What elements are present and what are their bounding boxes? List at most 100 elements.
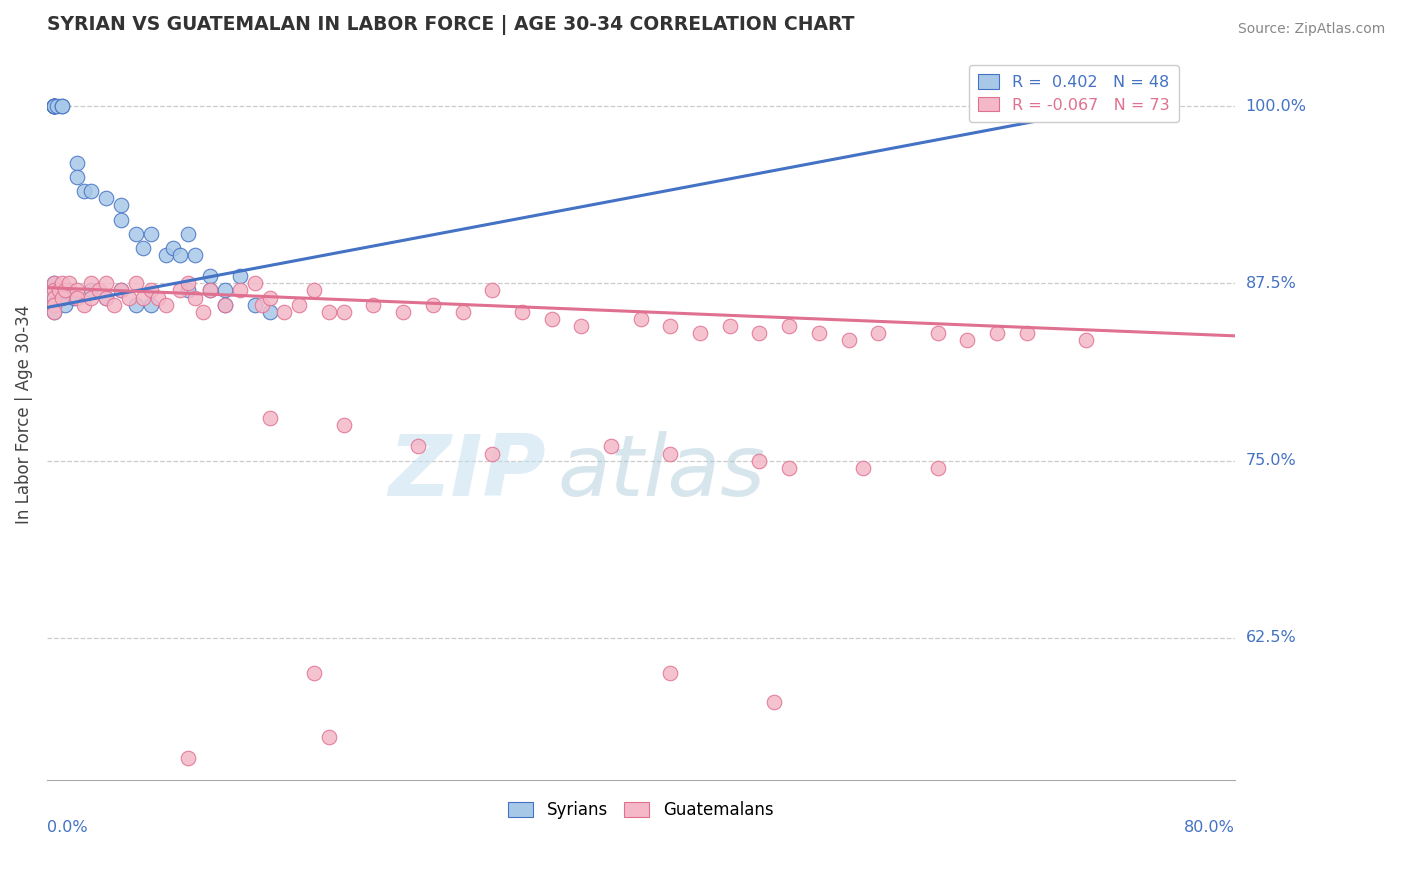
Point [169, 284, 191, 298]
Point [44, 291, 66, 305]
Point [659, 446, 682, 460]
Point [51, 291, 73, 305]
Point [177, 284, 200, 298]
Point [110, 198, 132, 212]
Point [481, 446, 503, 460]
Point [87, 284, 110, 298]
Point [288, 298, 311, 312]
Point [302, 284, 325, 298]
Point [259, 304, 281, 318]
Point [956, 333, 979, 347]
Point [318, 730, 340, 744]
Point [198, 284, 221, 298]
Point [778, 460, 800, 475]
Point [44, 277, 66, 291]
Point [62, 291, 84, 305]
Point [250, 298, 273, 312]
Point [139, 284, 162, 298]
Point [243, 298, 266, 312]
Point [868, 326, 890, 340]
Point [198, 284, 221, 298]
Point [451, 304, 474, 318]
Point [191, 304, 214, 318]
Point [80, 284, 103, 298]
Point [44, 304, 66, 318]
Point [162, 241, 184, 255]
Point [807, 326, 830, 340]
Point [51, 99, 73, 113]
Point [80, 277, 103, 291]
Point [689, 326, 711, 340]
Point [259, 291, 281, 305]
Point [838, 333, 860, 347]
Point [177, 227, 200, 241]
Text: 80.0%: 80.0% [1184, 820, 1234, 835]
Point [273, 304, 295, 318]
Point [392, 304, 415, 318]
Point [65, 284, 87, 298]
Point [139, 298, 162, 312]
Point [48, 284, 70, 298]
Point [132, 241, 155, 255]
Text: 0.0%: 0.0% [46, 820, 87, 835]
Point [80, 291, 103, 305]
Point [110, 284, 132, 298]
Point [44, 99, 66, 113]
Point [80, 184, 103, 198]
Point [569, 318, 592, 333]
Text: atlas: atlas [558, 432, 766, 515]
Point [44, 291, 66, 305]
Point [132, 291, 155, 305]
Point [65, 156, 87, 170]
Point [243, 277, 266, 291]
Point [481, 284, 503, 298]
Y-axis label: In Labor Force | Age 30-34: In Labor Force | Age 30-34 [15, 305, 32, 524]
Point [44, 99, 66, 113]
Point [46, 99, 69, 113]
Point [44, 99, 66, 113]
Point [44, 298, 66, 312]
Point [125, 277, 148, 291]
Point [198, 269, 221, 284]
Point [333, 304, 356, 318]
Point [177, 277, 200, 291]
Point [44, 298, 66, 312]
Point [852, 460, 875, 475]
Point [718, 318, 741, 333]
Point [540, 311, 562, 326]
Point [44, 277, 66, 291]
Point [125, 298, 148, 312]
Point [44, 99, 66, 113]
Point [117, 291, 139, 305]
Text: 62.5%: 62.5% [1246, 631, 1296, 645]
Point [96, 191, 118, 205]
Point [51, 277, 73, 291]
Text: 87.5%: 87.5% [1246, 276, 1296, 291]
Point [600, 439, 623, 453]
Point [103, 298, 125, 312]
Point [44, 99, 66, 113]
Point [58, 284, 80, 298]
Point [659, 666, 682, 681]
Point [96, 291, 118, 305]
Point [333, 418, 356, 433]
Point [110, 284, 132, 298]
Point [659, 318, 682, 333]
Point [177, 751, 200, 765]
Point [125, 227, 148, 241]
Point [630, 311, 652, 326]
Point [51, 291, 73, 305]
Point [184, 291, 207, 305]
Point [763, 695, 786, 709]
Point [73, 298, 96, 312]
Point [65, 291, 87, 305]
Point [748, 326, 770, 340]
Point [73, 184, 96, 198]
Text: 100.0%: 100.0% [1246, 99, 1306, 113]
Point [318, 304, 340, 318]
Point [229, 269, 252, 284]
Point [214, 284, 236, 298]
Point [422, 298, 444, 312]
Point [44, 99, 66, 113]
Point [44, 304, 66, 318]
